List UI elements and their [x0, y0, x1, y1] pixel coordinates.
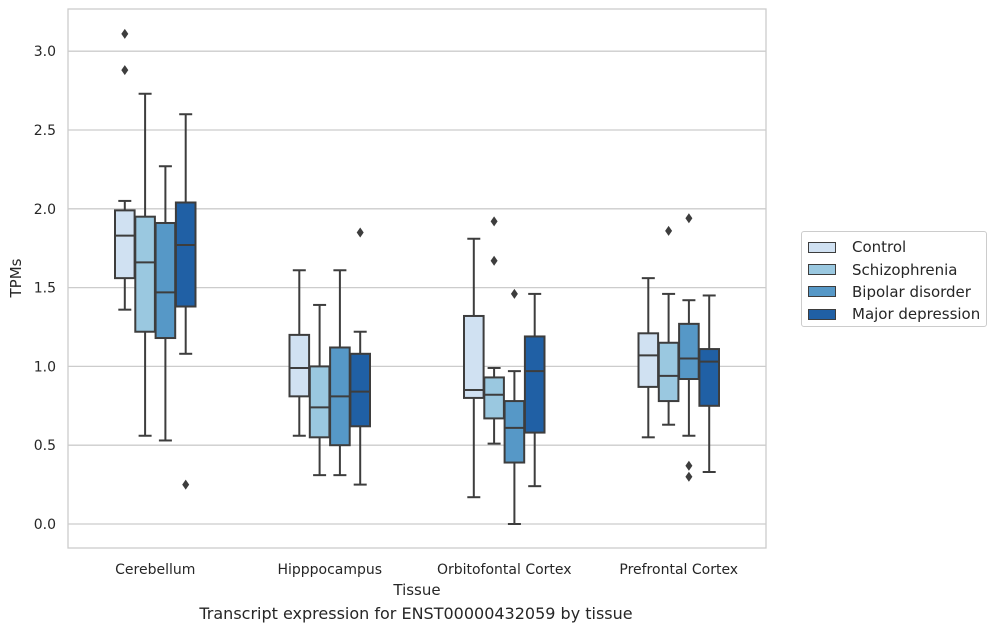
legend-swatch-control [808, 241, 836, 253]
legend-label-major-depression: Major depression [852, 305, 981, 324]
x-axis-label: Tissue [392, 581, 440, 599]
x-tick-labels: Cerebellum Hipppocampus Orbitofontal Corte… [115, 562, 738, 578]
box-schizophrenia-cerebellum [134, 92, 156, 437]
box-major-depression-orbitofontal-cortex [523, 292, 546, 488]
box-control-cerebellum [114, 28, 136, 311]
x-tick-label: Cerebellum [115, 562, 195, 578]
outlier-point [121, 28, 129, 39]
outlier-point [356, 227, 364, 238]
boxes [114, 28, 721, 525]
legend: Control Schizophrenia Bipolar disorder M… [801, 231, 987, 327]
box-control-prefrontal-cortex [637, 277, 660, 439]
box-bipolar-disorder-prefrontal-cortex [678, 213, 700, 482]
y-tick-label: 3.0 [34, 44, 56, 60]
outlier-point [490, 216, 498, 227]
box-control-orbitofontal-cortex [463, 237, 485, 499]
y-tick-labels: 0.0 0.5 1.0 1.5 2.0 2.5 3.0 [34, 44, 56, 533]
outlier-point [685, 213, 693, 224]
y-tick-label: 2.5 [34, 123, 56, 139]
y-tick-label: 0.0 [34, 517, 56, 533]
legend-item-bipolar-disorder: Bipolar disorder [808, 281, 986, 303]
box-iqr [503, 400, 526, 464]
box-iqr [308, 365, 331, 439]
box-iqr [134, 215, 156, 333]
legend-item-schizophrenia: Schizophrenia [808, 258, 986, 280]
box-major-depression-cerebellum [174, 113, 197, 490]
box-schizophrenia-hipppocampus [308, 303, 331, 477]
box-iqr [698, 348, 721, 407]
box-iqr [657, 341, 680, 403]
outlier-point [665, 225, 673, 236]
box-iqr [154, 221, 177, 340]
box-schizophrenia-orbitofontal-cortex [483, 216, 505, 445]
legend-swatch-bipolar-disorder [808, 286, 836, 298]
box-control-hipppocampus [288, 269, 311, 437]
box-iqr [288, 333, 311, 398]
box-iqr [114, 209, 136, 280]
legend-swatch-schizophrenia [808, 264, 836, 276]
legend-label-control: Control [852, 238, 907, 257]
y-tick-label: 1.5 [34, 281, 56, 297]
x-tick-label: Orbitofontal Cortex [437, 562, 572, 578]
box-iqr [349, 352, 371, 428]
outlier-point [685, 460, 693, 471]
legend-label-schizophrenia: Schizophrenia [852, 260, 958, 279]
box-iqr [678, 322, 700, 381]
box-iqr [523, 335, 546, 434]
y-tick-label: 0.5 [34, 438, 56, 454]
outlier-point [182, 479, 190, 490]
box-iqr [463, 314, 485, 399]
outlier-point [490, 255, 498, 266]
box-iqr [174, 201, 197, 308]
legend-label-bipolar-disorder: Bipolar disorder [852, 282, 971, 301]
y-tick-label: 2.0 [34, 202, 56, 218]
box-bipolar-disorder-hipppocampus [329, 269, 351, 477]
box-schizophrenia-prefrontal-cortex [657, 225, 680, 426]
box-major-depression-hipppocampus [349, 227, 371, 486]
box-bipolar-disorder-cerebellum [154, 165, 177, 442]
outlier-point [685, 471, 693, 482]
legend-swatch-major-depression [808, 308, 836, 320]
x-tick-label: Prefrontal Cortex [619, 562, 738, 578]
box-iqr [637, 332, 660, 388]
y-axis-label: TPMs [7, 258, 25, 298]
outlier-point [121, 65, 129, 76]
legend-item-control: Control [808, 236, 986, 258]
x-tick-label: Hipppocampus [277, 562, 382, 578]
legend-item-major-depression: Major depression [808, 303, 986, 325]
box-bipolar-disorder-orbitofontal-cortex [503, 288, 526, 525]
outlier-point [510, 288, 518, 299]
plot-area-frame [67, 8, 767, 549]
y-tick-label: 1.0 [34, 359, 56, 375]
chart-title: Transcript expression for ENST0000043205… [199, 604, 633, 623]
box-major-depression-prefrontal-cortex [698, 294, 721, 473]
box-iqr [483, 376, 505, 420]
